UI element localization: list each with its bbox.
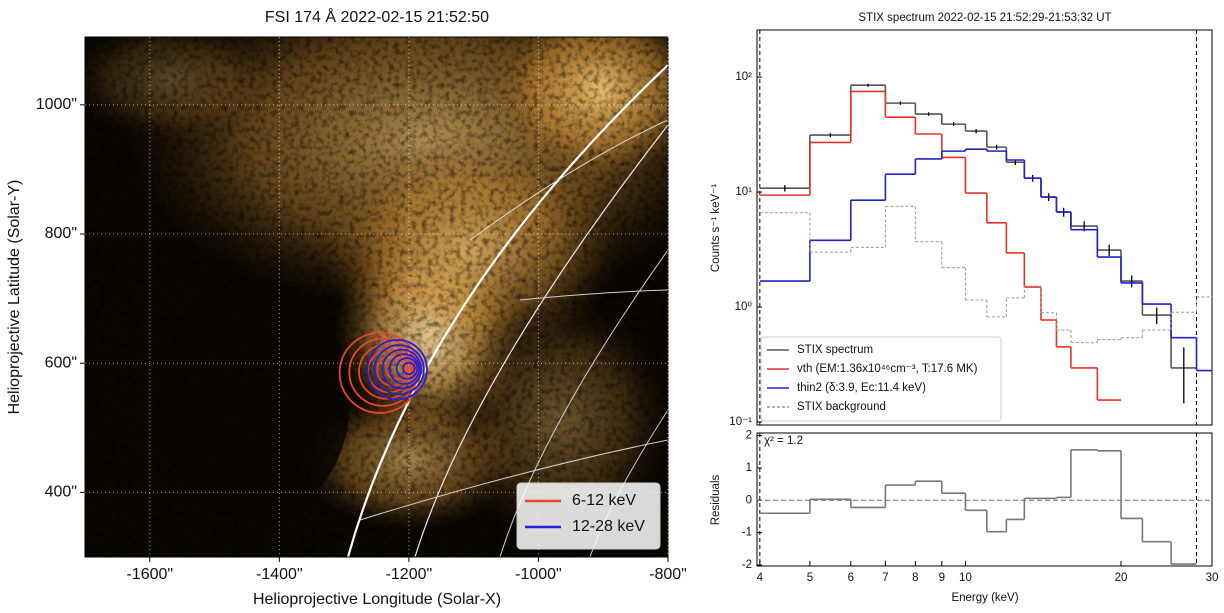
y-axis-label: Helioprojective Latitude (Solar-Y) — [6, 180, 23, 415]
x-tick-label: 4 — [757, 572, 764, 584]
y-tick-label: 400" — [45, 484, 77, 501]
annotation: χ² = 1.2 — [764, 435, 803, 447]
legend-box — [760, 336, 1002, 422]
residual-frame — [756, 432, 1213, 567]
y-tick-label: -1 — [742, 527, 752, 539]
y-tick-label: 10² — [735, 71, 752, 83]
y-tick-label: 2 — [746, 430, 752, 442]
spectrum-frame — [756, 29, 1213, 426]
legend-label: vth (EM:1.36x10⁴⁶cm⁻³, T:17.6 MK) — [797, 363, 978, 375]
x-tick-label: -1600" — [126, 566, 173, 583]
y-tick-label: 0 — [746, 494, 752, 506]
x-tick-label: 7 — [882, 572, 888, 584]
contour — [373, 344, 425, 396]
spectrum-title: STIX spectrum 2022-02-15 21:52:29-21:53:… — [858, 12, 1111, 24]
y-tick-label: 1 — [746, 462, 752, 474]
x-tick-label: 20 — [1115, 572, 1128, 584]
plot-layer — [759, 30, 1212, 425]
x-tick-label: 8 — [912, 572, 918, 584]
y-tick-label: 10⁻¹ — [729, 416, 752, 428]
legend-label: STIX background — [797, 401, 886, 413]
contour — [395, 357, 419, 380]
legend-box — [516, 482, 661, 550]
y-axis-label: Counts s⁻¹ keV⁻¹ — [710, 184, 722, 272]
y-tick-label: 600" — [45, 354, 77, 371]
x-tick-label: 10 — [959, 572, 972, 584]
x-axis-label: Energy (keV) — [951, 592, 1018, 604]
contour — [338, 331, 421, 414]
euv-image — [85, 37, 668, 557]
contour — [385, 359, 407, 381]
contour — [381, 348, 423, 390]
legend-label: STIX spectrum — [797, 344, 873, 356]
legend-label: thin2 (δ:3.9, Ec:11.4 keV) — [797, 382, 926, 394]
legend-label: 6-12 keV — [572, 492, 636, 509]
x-tick-label: 5 — [807, 572, 813, 584]
x-tick-label: -1400" — [256, 566, 303, 583]
contour — [366, 339, 428, 401]
y-tick-label: 10¹ — [735, 186, 752, 198]
x-tick-label: 9 — [939, 572, 945, 584]
contour — [402, 361, 416, 376]
contour — [388, 353, 421, 385]
plot-layer — [757, 433, 1212, 566]
legend-label: 12-28 keV — [572, 518, 645, 535]
y-tick-label: 800" — [45, 225, 77, 242]
x-tick-label: -1000" — [515, 566, 562, 583]
x-tick-label: 6 — [848, 572, 854, 584]
x-tick-label: -800" — [649, 566, 687, 583]
y-tick-label: 1000" — [36, 96, 77, 113]
y-tick-label: -2 — [742, 559, 752, 571]
plot-layer — [338, 331, 428, 414]
y-axis-label: Residuals — [710, 475, 722, 526]
x-tick-label: 30 — [1206, 572, 1219, 584]
y-tick-label: 10⁰ — [735, 301, 753, 313]
image-title: FSI 174 Å 2022-02-15 21:52:50 — [265, 7, 489, 26]
x-tick-label: -1200" — [386, 566, 433, 583]
x-axis-label: Helioprojective Longitude (Solar-X) — [253, 591, 501, 608]
